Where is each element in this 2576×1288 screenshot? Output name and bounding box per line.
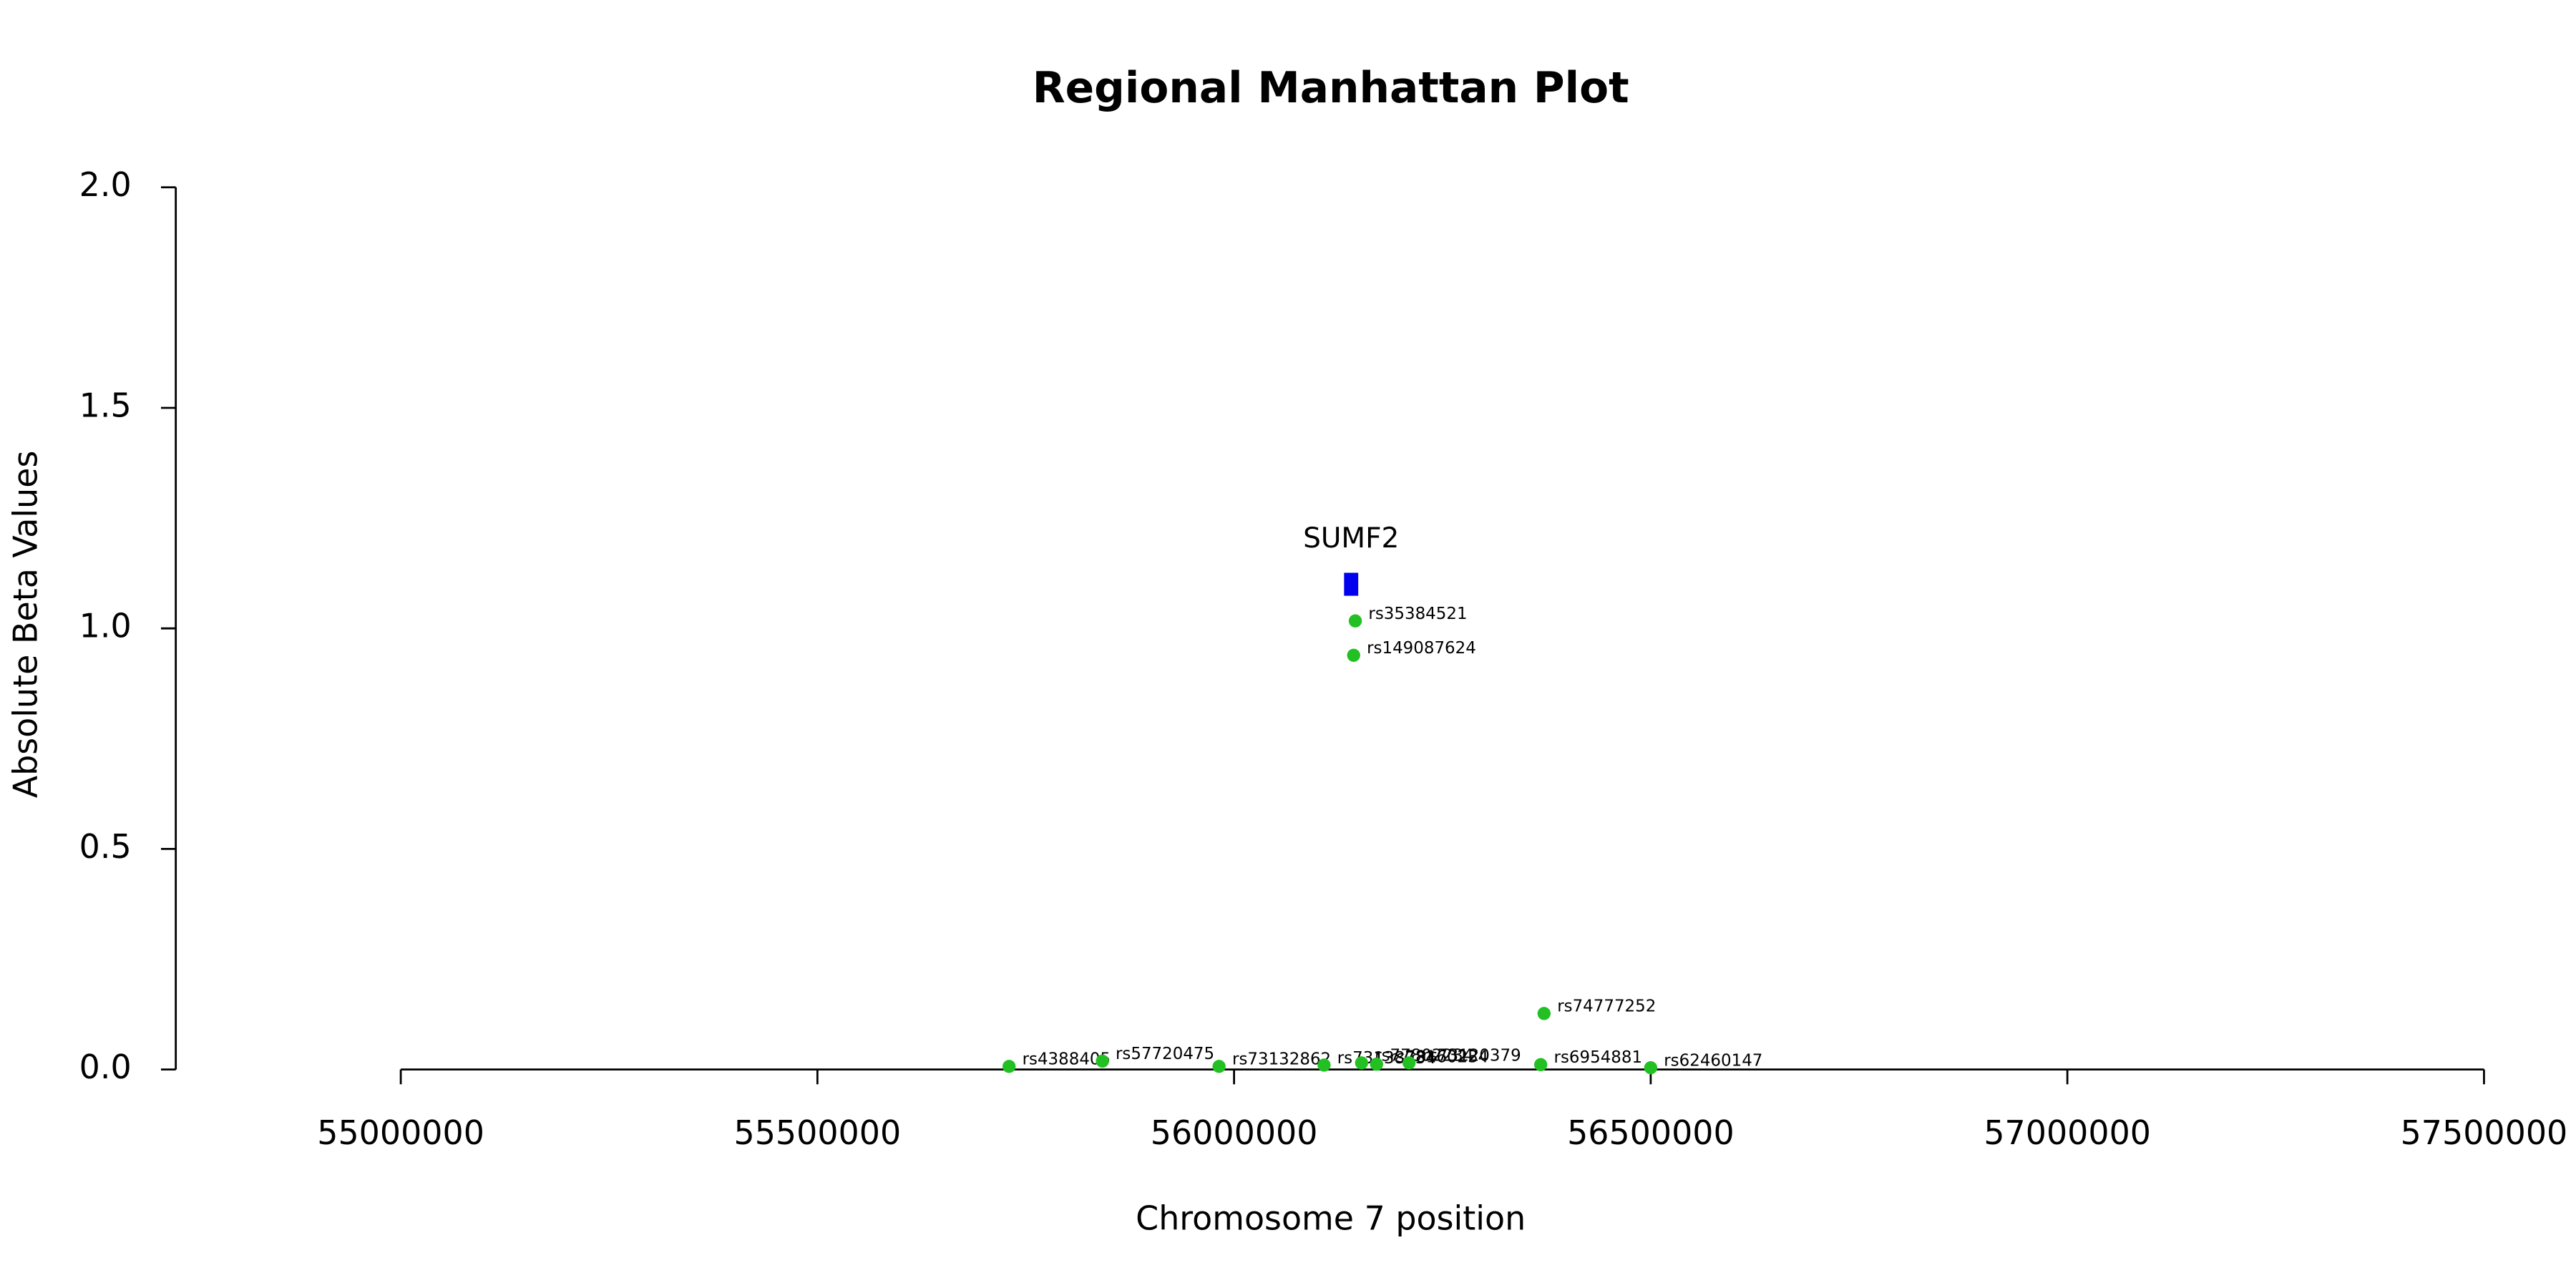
y-axis-label: Absolute Beta Values: [6, 451, 45, 799]
snp-label: rs4388405: [1023, 1050, 1111, 1069]
snp-label: rs6954881: [1554, 1048, 1643, 1067]
snp-label: rs73120379: [1423, 1047, 1521, 1065]
y-tick-label: 1.5: [79, 386, 132, 424]
snp-point: [1212, 1060, 1226, 1073]
x-tick-label: 57500000: [2401, 1113, 2568, 1152]
x-tick-label: 55000000: [317, 1113, 484, 1152]
snp-point: [1533, 1058, 1548, 1072]
snp-label: rs35384521: [1368, 605, 1467, 623]
snp-point: [1402, 1056, 1416, 1070]
y-tick-label: 1.0: [79, 607, 132, 645]
snp-point: [1317, 1058, 1331, 1072]
snp-label: rs77802234: [1375, 1047, 1473, 1065]
snp-label: rs74777252: [1557, 997, 1656, 1016]
x-tick-label: 55500000: [734, 1113, 902, 1152]
snp-label: rs149087624: [1367, 639, 1476, 658]
x-tick-label: 56000000: [1151, 1113, 1318, 1152]
snp-label: rs57720475: [1116, 1045, 1214, 1063]
snp-label: rs73132862: [1232, 1050, 1331, 1069]
gene-label: SUMF2: [1303, 522, 1399, 555]
snp-point: [1370, 1058, 1383, 1071]
snp-point: [1347, 648, 1360, 662]
snp-point: [1002, 1060, 1016, 1073]
y-tick-label: 0.0: [79, 1048, 132, 1086]
snp-label: rs73138734: [1337, 1049, 1436, 1068]
x-axis-label: Chromosome 7 position: [1136, 1199, 1526, 1237]
y-tick-label: 2.0: [79, 165, 132, 204]
y-tick-label: 0.5: [79, 827, 132, 866]
snp-point: [1644, 1060, 1658, 1075]
x-tick-label: 56500000: [1567, 1113, 1735, 1152]
gene-box: [1344, 572, 1359, 596]
snp-point: [1355, 1056, 1368, 1070]
snp-label: rs62460147: [1664, 1051, 1762, 1070]
snp-point: [1537, 1007, 1551, 1020]
snp-point: [1348, 614, 1362, 628]
x-tick-label: 57000000: [1984, 1113, 2151, 1152]
chart-title: Regional Manhattan Plot: [1033, 64, 1629, 113]
snp-point: [1096, 1054, 1109, 1068]
